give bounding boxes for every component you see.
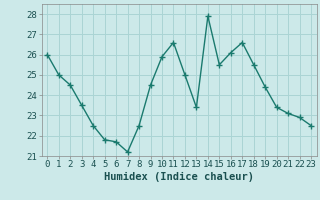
X-axis label: Humidex (Indice chaleur): Humidex (Indice chaleur): [104, 172, 254, 182]
